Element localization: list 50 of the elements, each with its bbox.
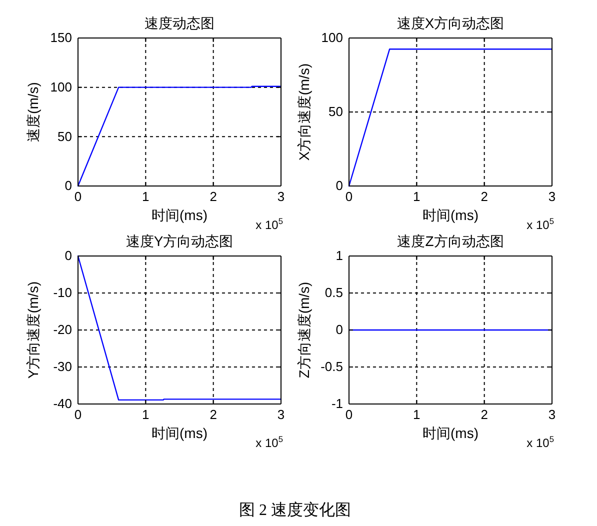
- x-tick-label: 3: [548, 189, 556, 204]
- y-tick-label: 50: [328, 104, 343, 120]
- text: x 10$^{5}$: [256, 216, 284, 232]
- text: x 10$^{5}$: [526, 216, 554, 232]
- x-tick-label: 2: [210, 407, 217, 422]
- y-tick-label: 0: [64, 248, 72, 264]
- x-tick-label: 0: [74, 189, 82, 204]
- chart-title: 速度X方向动态图: [396, 15, 504, 31]
- text: x 10$^{5}$: [526, 434, 554, 450]
- x-axis-title: 时间(ms): [152, 425, 208, 441]
- x-tick-label: 1: [142, 189, 150, 204]
- chart-title: 速度动态图: [144, 15, 214, 31]
- y-tick-label: -0.5: [320, 359, 343, 374]
- y-tick-label: 0: [336, 322, 343, 338]
- x-tick-label: 3: [277, 189, 285, 204]
- x-tick-label: 1: [142, 407, 150, 422]
- caption: 图 2 速度变化图: [239, 501, 351, 519]
- y-tick-label: 0: [64, 178, 72, 194]
- x-tick-label: 1: [413, 189, 420, 204]
- y-tick-label: -30: [53, 359, 72, 374]
- x-tick-label: 2: [480, 407, 488, 422]
- y-tick-label: 50: [58, 128, 72, 144]
- y-tick-label: -10: [53, 285, 72, 300]
- x-tick-label: 3: [277, 407, 285, 422]
- x-tick-label: 0: [74, 407, 82, 422]
- y-axis-title: Y方向速度(m/s): [25, 281, 41, 379]
- y-tick-label: -40: [53, 396, 72, 412]
- y-tick-label: 100: [50, 79, 72, 94]
- y-tick-label: -20: [53, 322, 72, 338]
- x-tick-label: 0: [345, 189, 353, 204]
- x-tick-label: 1: [413, 407, 420, 422]
- x-axis-title: 时间(ms): [422, 207, 478, 223]
- x-axis-title: 时间(ms): [152, 207, 208, 223]
- y-axis-title: Z方向速度(m/s): [296, 282, 312, 378]
- x-tick-label: 0: [345, 407, 353, 422]
- y-tick-label: 100: [321, 30, 343, 46]
- x-tick-label: 3: [548, 407, 556, 422]
- chart-title: 速度Y方向动态图: [126, 233, 234, 249]
- y-axis-title: 速度(m/s): [25, 82, 41, 142]
- y-tick-label: 0.5: [324, 285, 343, 300]
- y-tick-label: -1: [331, 396, 343, 412]
- y-tick-label: 1: [336, 248, 343, 264]
- y-tick-label: 0: [336, 178, 343, 194]
- y-axis-title: X方向速度(m/s): [296, 63, 312, 161]
- x-tick-label: 2: [480, 189, 488, 204]
- x-axis-title: 时间(ms): [422, 425, 478, 441]
- y-tick-label: 150: [50, 30, 72, 46]
- chart-title: 速度Z方向动态图: [397, 233, 504, 249]
- text: x 10$^{5}$: [256, 434, 284, 450]
- x-tick-label: 2: [210, 189, 217, 204]
